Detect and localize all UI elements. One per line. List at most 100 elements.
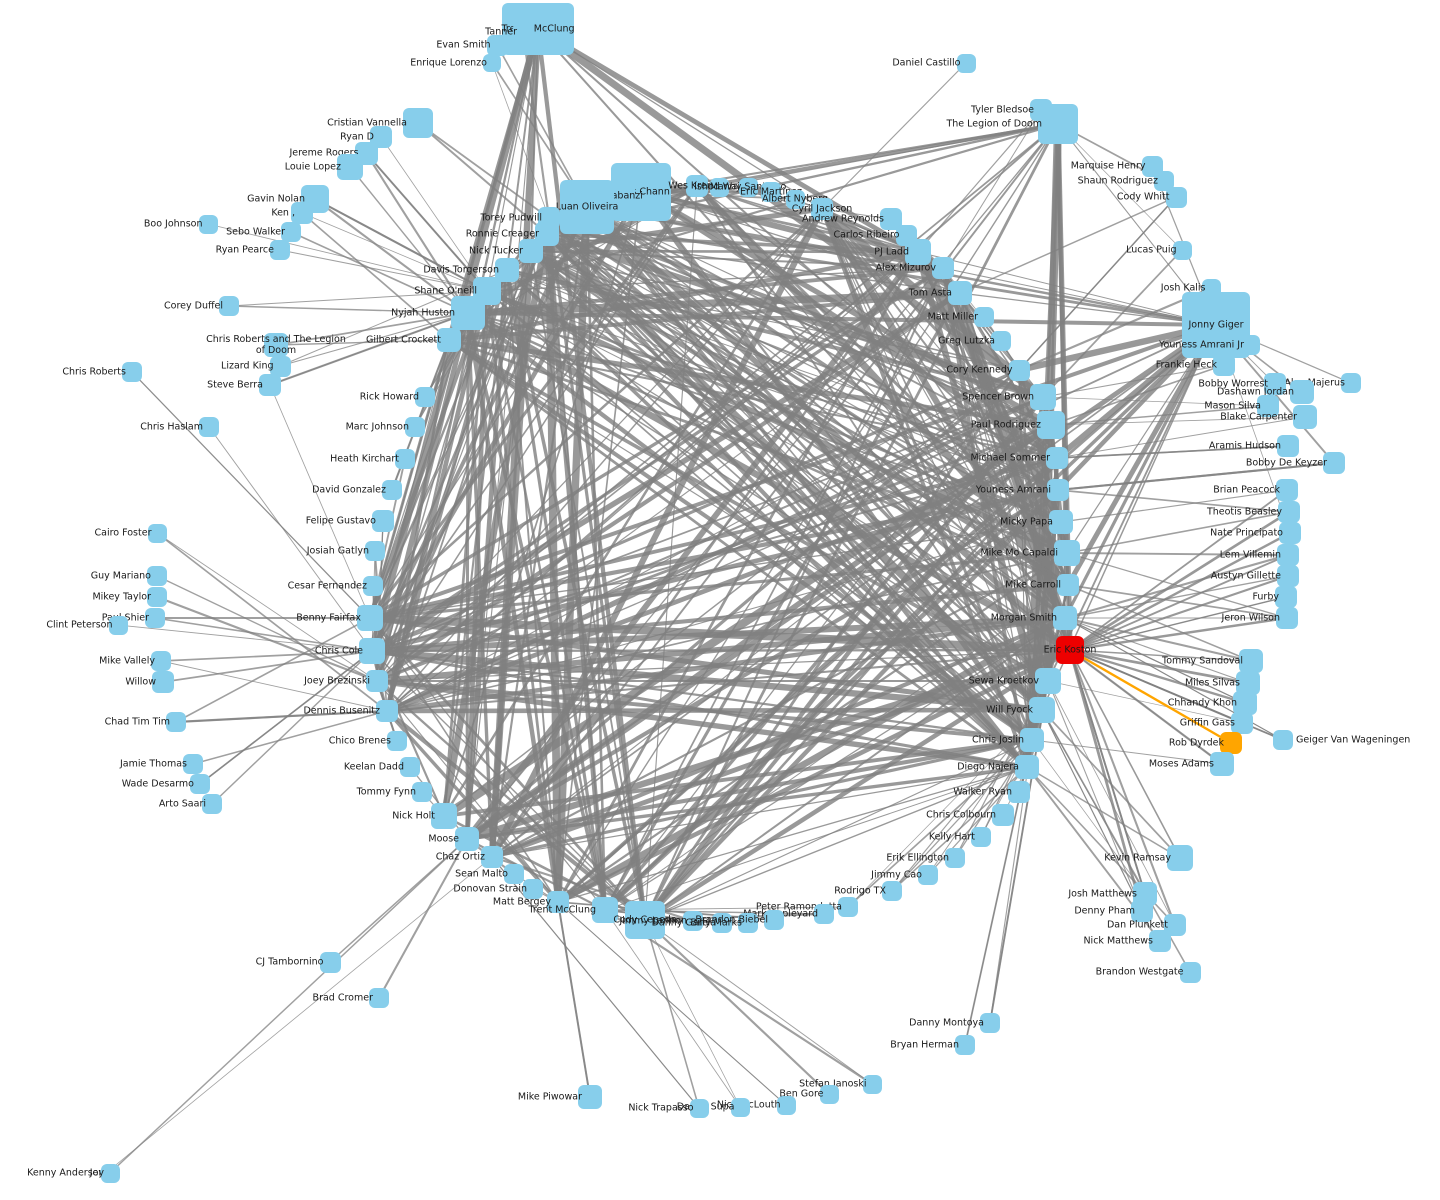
graph-node[interactable] bbox=[764, 910, 784, 930]
graph-node[interactable] bbox=[971, 827, 991, 847]
graph-node[interactable] bbox=[932, 257, 954, 279]
graph-node[interactable] bbox=[819, 1084, 839, 1104]
graph-node[interactable] bbox=[1210, 752, 1234, 776]
graph-node[interactable] bbox=[198, 214, 218, 234]
graph-node[interactable] bbox=[761, 182, 781, 202]
graph-node[interactable] bbox=[686, 175, 708, 197]
graph-node[interactable] bbox=[1276, 479, 1298, 501]
graph-node[interactable] bbox=[1278, 501, 1300, 523]
graph-node[interactable] bbox=[269, 355, 291, 377]
graph-node[interactable] bbox=[1030, 384, 1056, 410]
graph-node[interactable] bbox=[183, 754, 203, 774]
graph-node[interactable] bbox=[1008, 359, 1030, 381]
graph-node[interactable] bbox=[1053, 606, 1077, 630]
graph-node[interactable] bbox=[366, 670, 388, 692]
graph-node[interactable] bbox=[1167, 845, 1193, 871]
graph-node[interactable] bbox=[1131, 900, 1153, 922]
graph-node[interactable] bbox=[814, 904, 834, 924]
graph-node[interactable] bbox=[264, 333, 288, 357]
graph-node[interactable] bbox=[1275, 586, 1297, 608]
graph-node[interactable] bbox=[1029, 697, 1055, 723]
graph-node[interactable] bbox=[738, 913, 758, 933]
graph-node[interactable] bbox=[372, 510, 394, 532]
graph-node[interactable] bbox=[455, 827, 479, 851]
graph-node[interactable] bbox=[1257, 395, 1279, 417]
graph-node[interactable] bbox=[1277, 435, 1299, 457]
graph-node[interactable] bbox=[166, 712, 186, 732]
graph-node[interactable] bbox=[1037, 411, 1065, 439]
graph-node[interactable] bbox=[151, 651, 171, 671]
graph-node[interactable] bbox=[1015, 755, 1039, 779]
graph-node[interactable] bbox=[403, 108, 433, 138]
graph-node[interactable] bbox=[1149, 930, 1171, 952]
graph-node[interactable] bbox=[1293, 405, 1317, 429]
graph-node[interactable] bbox=[382, 480, 402, 500]
graph-node[interactable] bbox=[838, 897, 858, 917]
graph-node[interactable] bbox=[905, 239, 931, 265]
graph-node[interactable] bbox=[738, 177, 758, 197]
graph-node[interactable] bbox=[992, 804, 1014, 826]
graph-node[interactable] bbox=[1239, 649, 1263, 673]
graph-node[interactable] bbox=[1231, 712, 1253, 734]
graph-node[interactable] bbox=[1054, 540, 1080, 566]
graph-node[interactable] bbox=[270, 240, 290, 260]
graph-node-focus[interactable] bbox=[1056, 636, 1084, 664]
graph-node[interactable] bbox=[376, 700, 398, 722]
graph-node[interactable] bbox=[712, 913, 732, 933]
graph-node[interactable] bbox=[1035, 668, 1061, 694]
graph-node[interactable] bbox=[202, 794, 222, 814]
graph-node[interactable] bbox=[122, 362, 142, 382]
graph-node[interactable] bbox=[592, 897, 618, 923]
graph-node[interactable] bbox=[513, 22, 533, 42]
graph-node[interactable] bbox=[1276, 607, 1298, 629]
graph-node[interactable] bbox=[1233, 691, 1257, 715]
graph-node[interactable] bbox=[519, 239, 543, 263]
graph-node[interactable] bbox=[363, 576, 383, 596]
graph-node[interactable] bbox=[152, 671, 174, 693]
graph-node[interactable] bbox=[190, 774, 210, 794]
graph-node[interactable] bbox=[369, 988, 389, 1008]
graph-node[interactable] bbox=[147, 587, 167, 607]
graph-node[interactable] bbox=[1038, 104, 1078, 144]
graph-node[interactable] bbox=[1164, 914, 1186, 936]
graph-node[interactable] bbox=[100, 1167, 112, 1179]
graph-node[interactable] bbox=[882, 881, 902, 901]
graph-node[interactable] bbox=[504, 864, 524, 884]
graph-node[interactable] bbox=[359, 638, 385, 664]
graph-node[interactable] bbox=[483, 54, 501, 72]
graph-node[interactable] bbox=[683, 911, 703, 931]
graph-node[interactable] bbox=[785, 189, 805, 209]
graph-node[interactable] bbox=[147, 566, 167, 586]
graph-node[interactable] bbox=[357, 605, 383, 631]
graph-node[interactable] bbox=[948, 281, 972, 305]
graph-node[interactable] bbox=[291, 202, 313, 224]
graph-node[interactable] bbox=[1213, 354, 1235, 376]
graph-node[interactable] bbox=[405, 417, 425, 437]
graph-node[interactable] bbox=[1240, 335, 1260, 355]
graph-node[interactable] bbox=[199, 417, 219, 437]
graph-node[interactable] bbox=[730, 1097, 750, 1117]
graph-node[interactable] bbox=[1049, 510, 1073, 534]
graph-node[interactable] bbox=[1264, 373, 1286, 395]
graph-node[interactable] bbox=[1020, 728, 1044, 752]
graph-node[interactable] bbox=[1008, 781, 1030, 803]
graph-node[interactable] bbox=[560, 180, 614, 234]
graph-node[interactable] bbox=[415, 387, 435, 407]
graph-node[interactable] bbox=[145, 608, 165, 628]
graph-node[interactable] bbox=[980, 1013, 1000, 1033]
graph-node[interactable] bbox=[956, 53, 976, 73]
graph-node[interactable] bbox=[918, 865, 938, 885]
graph-node[interactable] bbox=[991, 331, 1011, 351]
graph-node[interactable] bbox=[523, 879, 543, 899]
graph-node[interactable] bbox=[108, 615, 128, 635]
graph-node[interactable] bbox=[689, 1098, 709, 1118]
graph-node[interactable] bbox=[1046, 447, 1068, 469]
graph-node[interactable] bbox=[1341, 373, 1361, 393]
graph-node[interactable] bbox=[945, 848, 965, 868]
graph-node[interactable] bbox=[219, 296, 239, 316]
graph-node[interactable] bbox=[880, 208, 902, 230]
graph-node[interactable] bbox=[1047, 479, 1069, 501]
graph-node[interactable] bbox=[259, 374, 281, 396]
graph-node[interactable] bbox=[1277, 565, 1299, 587]
graph-node[interactable] bbox=[412, 782, 432, 802]
